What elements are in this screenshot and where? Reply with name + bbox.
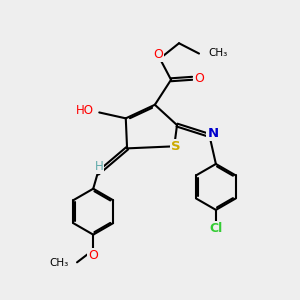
Text: HO: HO	[76, 104, 94, 118]
Text: O: O	[194, 72, 204, 85]
Text: H: H	[95, 160, 103, 173]
Text: O: O	[88, 249, 98, 262]
Text: N: N	[207, 128, 218, 140]
Text: Cl: Cl	[209, 222, 223, 235]
Text: CH₃: CH₃	[49, 258, 68, 268]
Text: CH₃: CH₃	[208, 48, 228, 58]
Text: S: S	[171, 140, 181, 153]
Text: O: O	[154, 48, 163, 61]
